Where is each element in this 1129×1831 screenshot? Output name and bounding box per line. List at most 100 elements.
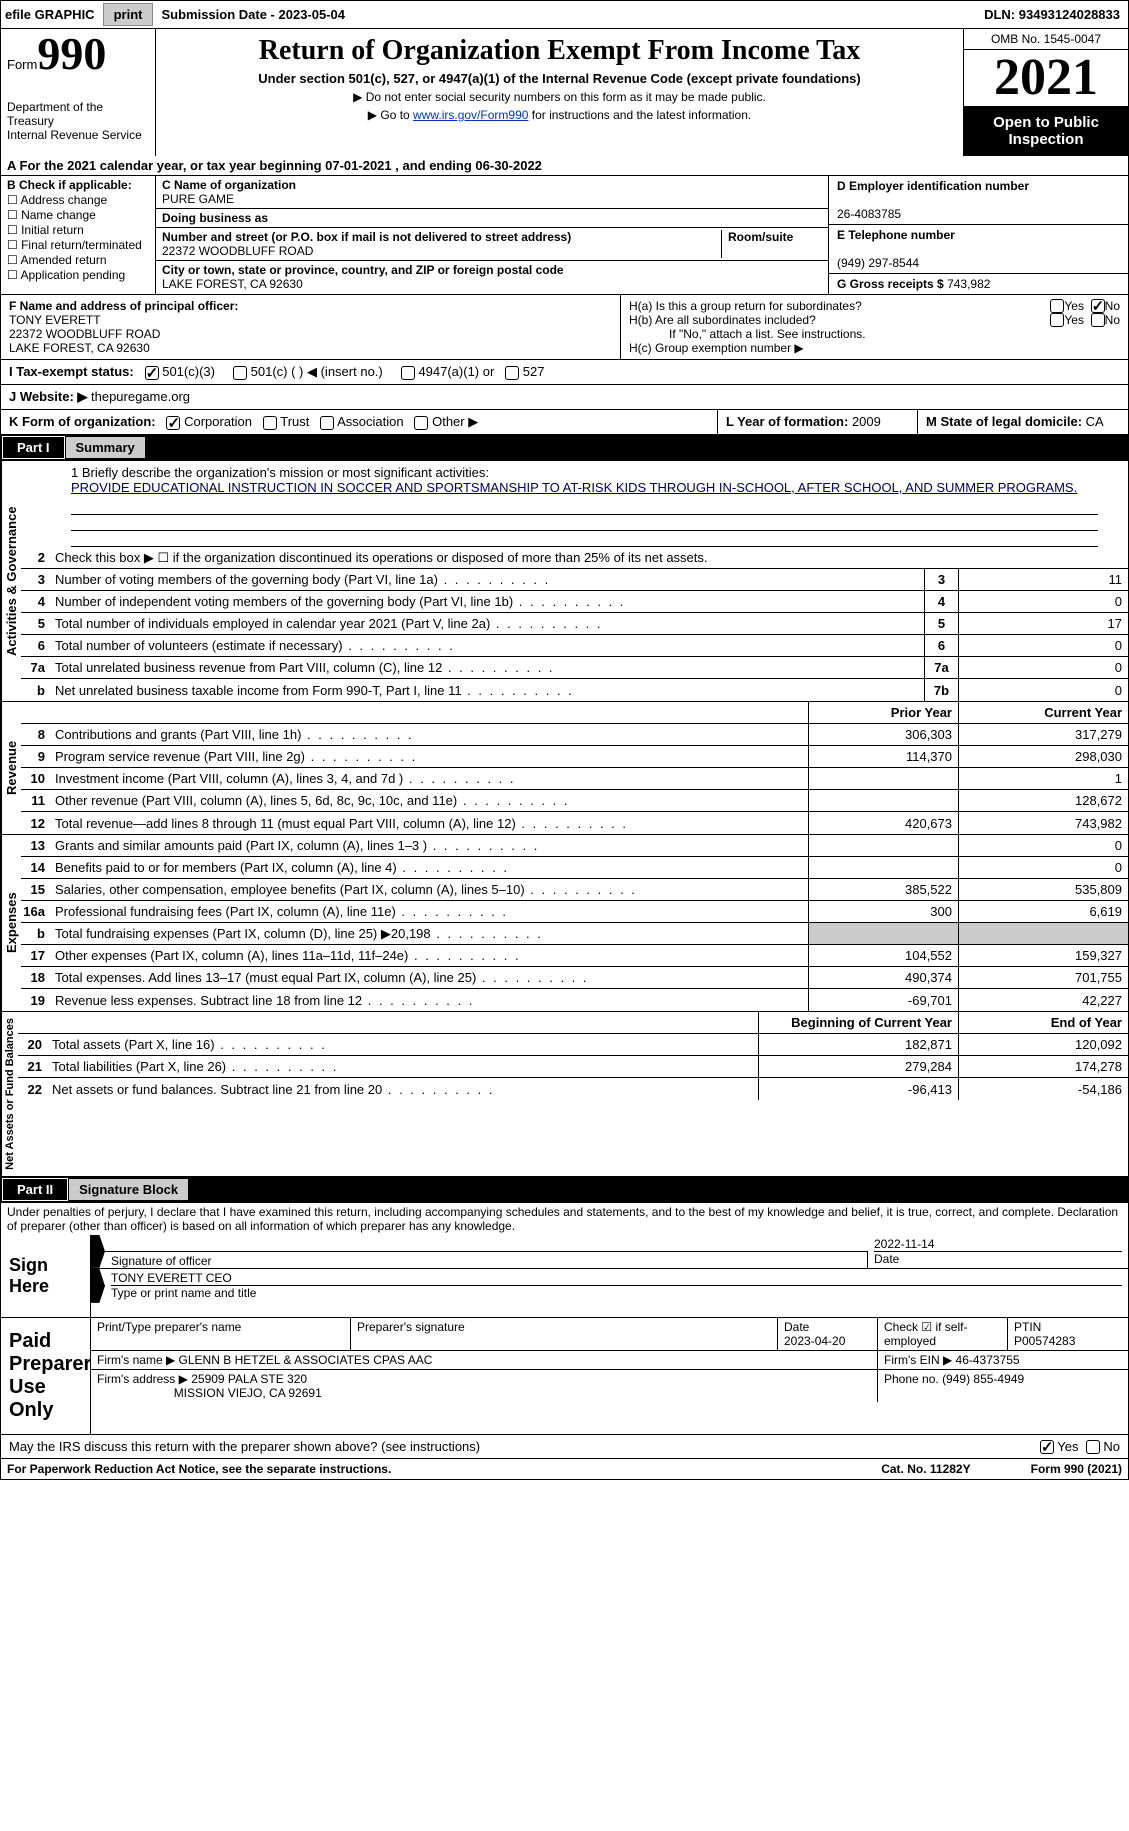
ha-yes[interactable] [1050,299,1064,313]
form-header: Form990 Department of the Treasury Inter… [0,29,1129,156]
ha-no[interactable] [1091,299,1105,313]
line-17: 17Other expenses (Part IX, column (A), l… [21,945,1128,967]
line-10: 10Investment income (Part VIII, column (… [21,768,1128,790]
goto-note: ▶ Go to www.irs.gov/Form990 for instruct… [164,108,955,122]
cb-501c3[interactable] [145,366,159,380]
irs-label: Internal Revenue Service [7,128,149,142]
org-address: 22372 WOODBLUFF ROAD [162,244,313,258]
discuss-no[interactable] [1086,1440,1100,1454]
paid-preparer-block: Paid Preparer Use Only Print/Type prepar… [0,1318,1129,1435]
hb-no[interactable] [1091,313,1105,327]
dept-treasury: Department of the Treasury [7,100,149,128]
form-id-cell: Form990 Department of the Treasury Inter… [1,29,156,156]
line-19: 19Revenue less expenses. Subtract line 1… [21,989,1128,1011]
org-name: PURE GAME [162,192,234,206]
open-to-public: Open to Public Inspection [964,106,1128,156]
cb-application-pending[interactable]: ☐ Application pending [7,268,149,282]
year-formation: 2009 [852,414,881,429]
tax-year: 2021 [964,50,1128,106]
cat-no: Cat. No. 11282Y [881,1462,970,1476]
line-20: 20Total assets (Part X, line 16)182,8711… [18,1034,1128,1056]
website: thepuregame.org [87,389,190,404]
officer-name-title: TONY EVERETT CEO [111,1271,232,1285]
discuss-yes[interactable] [1040,1440,1054,1454]
cb-name-change[interactable]: ☐ Name change [7,208,149,222]
section-revenue: Revenue Prior YearCurrent Year 8Contribu… [0,702,1129,835]
cb-corp[interactable] [166,416,180,430]
row-j-website: J Website: ▶ thepuregame.org [0,385,1129,410]
summary-line-b: bNet unrelated business taxable income f… [21,679,1128,701]
summary-line-7a: 7aTotal unrelated business revenue from … [21,657,1128,679]
omb-number: OMB No. 1545-0047 [964,29,1128,50]
part-ii-title: Signature Block [69,1179,188,1200]
line-8: 8Contributions and grants (Part VIII, li… [21,724,1128,746]
year-cell: OMB No. 1545-0047 2021 Open to Public In… [963,29,1128,156]
vlabel-expenses: Expenses [1,835,21,1011]
print-button[interactable]: print [103,3,154,26]
box-deg: D Employer identification number26-40837… [828,176,1128,294]
firm-ein: 46-4373755 [956,1353,1020,1367]
penalties-declaration: Under penalties of perjury, I declare th… [0,1203,1129,1235]
signature-of-officer: Signature of officer [105,1251,868,1268]
line-14: 14Benefits paid to or for members (Part … [21,857,1128,879]
paperwork-notice: For Paperwork Reduction Act Notice, see … [7,1462,391,1476]
line-18: 18Total expenses. Add lines 13–17 (must … [21,967,1128,989]
line-21: 21Total liabilities (Part X, line 26)279… [18,1056,1128,1078]
box-b: B Check if applicable: ☐ Address change … [1,176,156,294]
ein: 26-4083785 [837,207,901,221]
sign-here-label: Sign Here [1,1235,91,1317]
vlabel-revenue: Revenue [1,702,21,834]
paid-preparer-label: Paid Preparer Use Only [1,1318,91,1434]
cb-527[interactable] [505,366,519,380]
form-number: 990 [37,28,106,79]
cb-other[interactable] [414,416,428,430]
section-net-assets: Net Assets or Fund Balances Beginning of… [0,1012,1129,1177]
period-a: A For the 2021 calendar year, or tax yea… [0,156,1129,176]
cb-amended-return[interactable]: ☐ Amended return [7,253,149,267]
officer-name: TONY EVERETT [9,313,612,327]
top-toolbar: efile GRAPHIC print Submission Date - 20… [0,0,1129,29]
telephone: (949) 297-8544 [837,256,919,270]
mission-text: PROVIDE EDUCATIONAL INSTRUCTION IN SOCCE… [71,480,1098,495]
line-16a: 16aProfessional fundraising fees (Part I… [21,901,1128,923]
prep-date: 2023-04-20 [784,1334,845,1348]
section-bc-degf: B Check if applicable: ☐ Address change … [0,176,1129,295]
page-footer: For Paperwork Reduction Act Notice, see … [0,1459,1129,1480]
hb-yes[interactable] [1050,313,1064,327]
summary-line-4: 4Number of independent voting members of… [21,591,1128,613]
discuss-row: May the IRS discuss this return with the… [0,1435,1129,1460]
title-cell: Return of Organization Exempt From Incom… [156,29,963,156]
cb-trust[interactable] [263,416,277,430]
line-13: 13Grants and similar amounts paid (Part … [21,835,1128,857]
line-b: bTotal fundraising expenses (Part IX, co… [21,923,1128,945]
part-i-header: Part I Summary [0,435,1129,461]
cb-address-change[interactable]: ☐ Address change [7,193,149,207]
cb-initial-return[interactable]: ☐ Initial return [7,223,149,237]
mission-block: 1 Briefly describe the organization's mi… [21,461,1128,499]
vlabel-netassets: Net Assets or Fund Balances [1,1012,18,1176]
cb-4947[interactable] [401,366,415,380]
row-i-tax-exempt: I Tax-exempt status: 501(c)(3) 501(c) ( … [0,360,1129,385]
cb-final-return[interactable]: ☐ Final return/terminated [7,238,149,252]
section-expenses: Expenses 13Grants and similar amounts pa… [0,835,1129,1012]
firm-phone: (949) 855-4949 [942,1372,1024,1386]
ptin: P00574283 [1014,1334,1075,1348]
firm-address: 25909 PALA STE 320 [191,1372,307,1386]
line-11: 11Other revenue (Part VIII, column (A), … [21,790,1128,812]
line-15: 15Salaries, other compensation, employee… [21,879,1128,901]
cb-assoc[interactable] [320,416,334,430]
sign-here-block: Sign Here Signature of officer 2022-11-1… [0,1235,1129,1318]
summary-line-6: 6Total number of volunteers (estimate if… [21,635,1128,657]
irs-link[interactable]: www.irs.gov/Form990 [413,108,528,122]
form-ref: Form 990 (2021) [1031,1462,1122,1476]
submission-label: Submission Date - 2023-05-04 [157,7,349,22]
cb-501c[interactable] [233,366,247,380]
efile-label: efile GRAPHIC [1,7,99,22]
cb-self-employed[interactable]: Check ☑ if self-employed [878,1318,1008,1350]
form-subtitle: Under section 501(c), 527, or 4947(a)(1)… [164,71,955,86]
org-city: LAKE FOREST, CA 92630 [162,277,303,291]
gross-receipts: 743,982 [947,277,990,291]
domicile-state: CA [1086,414,1104,429]
section-fh: F Name and address of principal officer:… [0,295,1129,360]
firm-name: GLENN B HETZEL & ASSOCIATES CPAS AAC [179,1353,433,1367]
